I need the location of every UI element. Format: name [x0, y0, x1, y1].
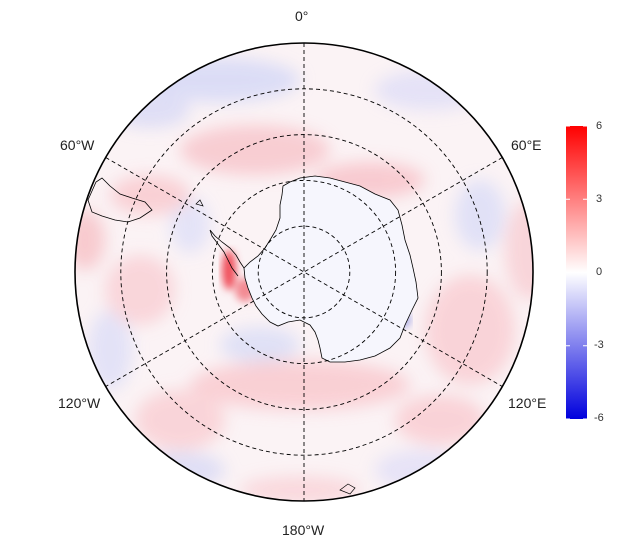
colorbar-gradient: [566, 126, 587, 419]
colorbar-tick-label: 6: [596, 120, 603, 132]
colorbar: [566, 125, 587, 420]
colorbar-tick-label: -3: [594, 339, 604, 351]
antarctic-peninsula: [209, 229, 245, 277]
anomaly-field: [75, 43, 533, 501]
meridian-line: [105, 157, 503, 387]
lon-label-60e: 60°E: [511, 137, 542, 153]
lon-label-60w: 60°W: [60, 137, 95, 153]
lon-label-180w: 180°W: [282, 522, 325, 538]
colorbar-tick-label: 3: [596, 193, 603, 205]
antarctica-continent: [243, 175, 419, 363]
island-outline: [195, 199, 204, 207]
island-outline: [339, 483, 356, 495]
south-america-tip: [87, 177, 153, 223]
latitude-circle: [211, 179, 397, 365]
graticule: [105, 43, 503, 501]
lon-label-120e: 120°E: [508, 395, 547, 411]
meridian-line: [105, 157, 503, 387]
lon-label-120w: 120°W: [58, 395, 101, 411]
colorbar-tick-label: 0: [596, 266, 603, 278]
map-border: [74, 42, 534, 502]
colorbar-tick-label: -6: [594, 412, 604, 424]
lon-label-0: 0°: [295, 8, 309, 24]
